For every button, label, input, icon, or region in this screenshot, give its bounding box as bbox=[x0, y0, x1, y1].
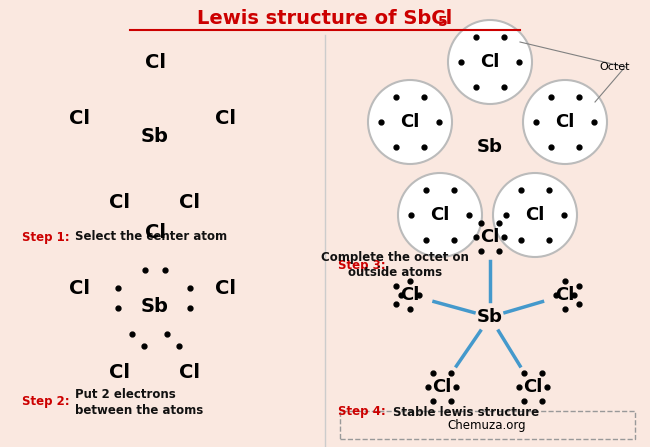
Text: Octet: Octet bbox=[599, 62, 630, 72]
Text: Cl: Cl bbox=[400, 113, 420, 131]
Text: Cl: Cl bbox=[109, 193, 131, 211]
Text: Cl: Cl bbox=[109, 363, 131, 381]
Text: Cl: Cl bbox=[480, 53, 500, 71]
Text: Cl: Cl bbox=[70, 110, 90, 128]
Text: Cl: Cl bbox=[144, 52, 166, 72]
Text: Sb: Sb bbox=[477, 138, 503, 156]
Text: Cl: Cl bbox=[555, 113, 575, 131]
Text: Step 1:: Step 1: bbox=[22, 231, 70, 244]
Bar bbox=[340, 411, 635, 439]
Circle shape bbox=[448, 20, 532, 104]
Text: Cl: Cl bbox=[400, 286, 420, 304]
Text: Cl: Cl bbox=[555, 286, 575, 304]
Text: Sb: Sb bbox=[141, 298, 169, 316]
Text: Sb: Sb bbox=[477, 308, 503, 326]
Text: 5: 5 bbox=[438, 15, 448, 29]
Text: Cl: Cl bbox=[525, 206, 545, 224]
Text: Cl: Cl bbox=[214, 110, 235, 128]
Text: Complete the octet on: Complete the octet on bbox=[321, 250, 469, 263]
Text: Put 2 electrons: Put 2 electrons bbox=[75, 388, 176, 401]
Text: Chemuza.org: Chemuza.org bbox=[448, 418, 526, 431]
Circle shape bbox=[493, 173, 577, 257]
Text: outside atoms: outside atoms bbox=[348, 266, 442, 279]
Circle shape bbox=[368, 80, 452, 164]
Text: Cl: Cl bbox=[430, 206, 450, 224]
Text: Cl: Cl bbox=[480, 228, 500, 246]
Text: Step 2:: Step 2: bbox=[22, 396, 70, 409]
Text: Cl: Cl bbox=[179, 363, 200, 381]
Text: Cl: Cl bbox=[214, 279, 235, 299]
Text: Stable lewis structure: Stable lewis structure bbox=[393, 405, 539, 418]
Text: Cl: Cl bbox=[179, 193, 200, 211]
Text: Cl: Cl bbox=[432, 378, 452, 396]
Text: Cl: Cl bbox=[144, 223, 166, 241]
Text: Lewis structure of SbCl: Lewis structure of SbCl bbox=[198, 8, 452, 28]
Text: Cl: Cl bbox=[70, 279, 90, 299]
Text: between the atoms: between the atoms bbox=[75, 404, 203, 417]
Text: Step 4:: Step 4: bbox=[338, 405, 385, 418]
Text: Select the center atom: Select the center atom bbox=[75, 231, 227, 244]
Text: Step 3:: Step 3: bbox=[338, 258, 385, 271]
Text: Cl: Cl bbox=[523, 378, 543, 396]
Circle shape bbox=[398, 173, 482, 257]
Text: Sb: Sb bbox=[141, 127, 169, 147]
Circle shape bbox=[523, 80, 607, 164]
